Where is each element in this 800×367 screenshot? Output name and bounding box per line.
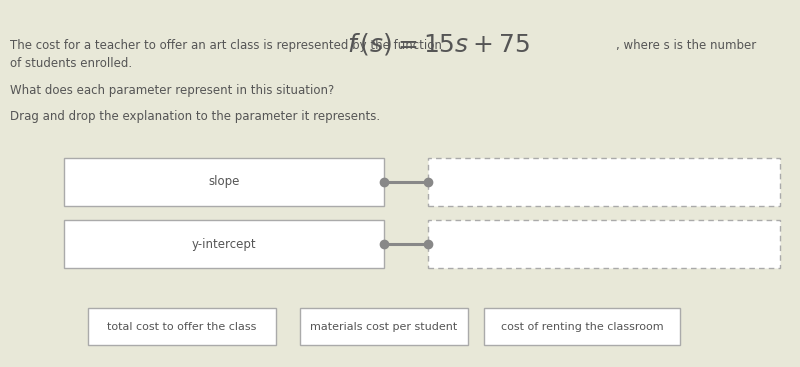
Text: cost of renting the classroom: cost of renting the classroom bbox=[501, 321, 663, 332]
FancyBboxPatch shape bbox=[64, 220, 384, 268]
FancyBboxPatch shape bbox=[64, 158, 384, 206]
Text: The cost for a teacher to offer an art class is represented by the function: The cost for a teacher to offer an art c… bbox=[10, 39, 446, 51]
Text: , where s is the number: , where s is the number bbox=[616, 39, 756, 51]
Text: What does each parameter represent in this situation?: What does each parameter represent in th… bbox=[10, 84, 334, 97]
FancyBboxPatch shape bbox=[428, 158, 780, 206]
Text: $f\,(s) = 15s + 75$: $f\,(s) = 15s + 75$ bbox=[347, 31, 530, 57]
FancyBboxPatch shape bbox=[300, 308, 468, 345]
Text: materials cost per student: materials cost per student bbox=[310, 321, 458, 332]
Text: total cost to offer the class: total cost to offer the class bbox=[107, 321, 257, 332]
FancyBboxPatch shape bbox=[484, 308, 680, 345]
Text: slope: slope bbox=[208, 175, 240, 188]
FancyBboxPatch shape bbox=[428, 220, 780, 268]
Text: y-intercept: y-intercept bbox=[192, 237, 256, 251]
Text: Drag and drop the explanation to the parameter it represents.: Drag and drop the explanation to the par… bbox=[10, 110, 381, 123]
FancyBboxPatch shape bbox=[88, 308, 276, 345]
Text: of students enrolled.: of students enrolled. bbox=[10, 57, 133, 70]
